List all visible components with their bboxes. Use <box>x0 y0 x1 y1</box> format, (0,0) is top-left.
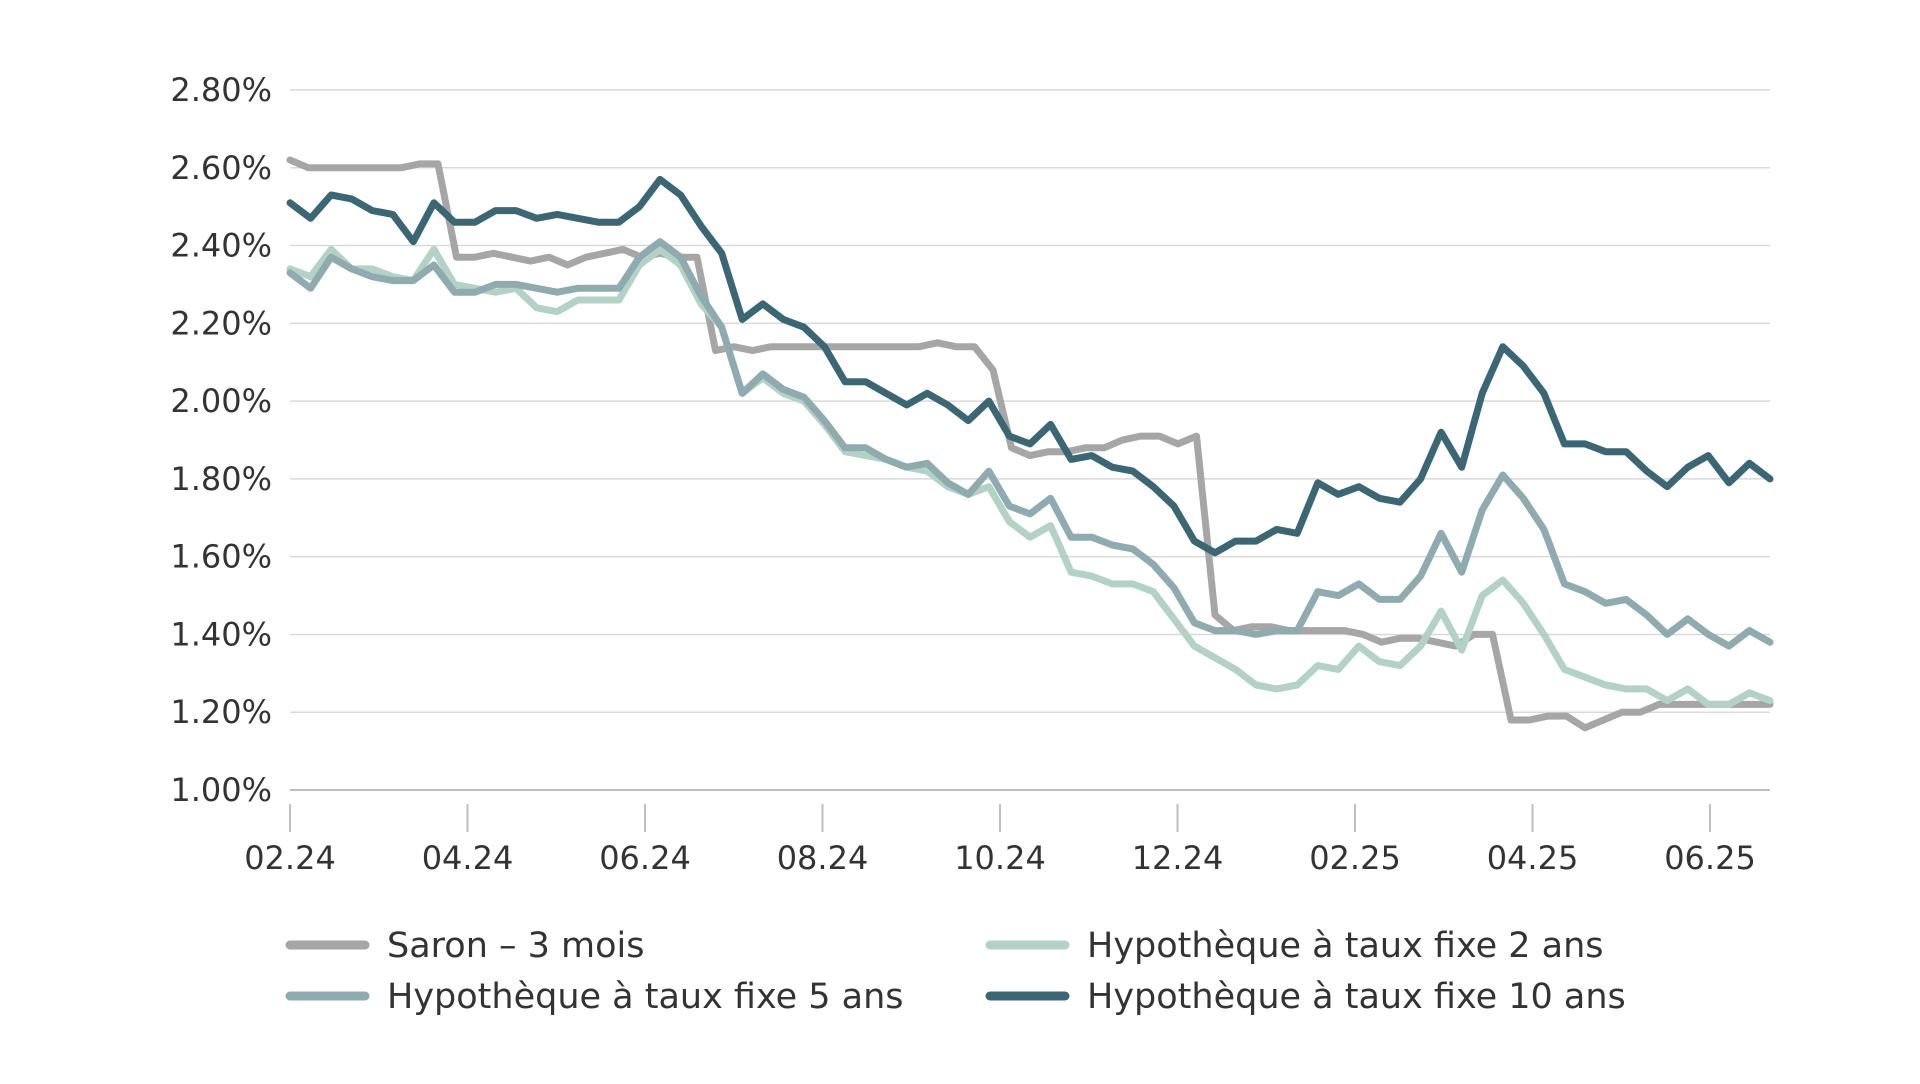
y-tick-label: 2.80% <box>170 71 272 109</box>
y-tick-label: 2.20% <box>170 304 272 342</box>
legend-label-1: Hypothèque à taux fixe 2 ans <box>1087 926 1604 966</box>
y-tick-label: 2.60% <box>170 149 272 187</box>
y-tick-label: 1.80% <box>170 460 272 498</box>
y-tick-label: 1.40% <box>170 615 272 653</box>
series-line-0 <box>286 156 1774 732</box>
series-lines <box>286 156 1774 732</box>
y-tick-label: 1.20% <box>170 693 272 731</box>
legend-label-3: Hypothèque à taux fixe 10 ans <box>1087 977 1626 1017</box>
y-tick-label: 2.40% <box>170 227 272 265</box>
x-axis: 02.24 04.24 06.24 08.24 10.24 12.24 02.25 04.25… <box>244 804 1756 877</box>
x-tick-label: 12.24 <box>1132 839 1224 877</box>
series-line-1 <box>286 245 1774 708</box>
legend-label-0: Saron – 3 mois <box>387 926 645 966</box>
x-tick-label: 10.24 <box>954 839 1046 877</box>
y-tick-label: 1.60% <box>170 538 272 576</box>
legend: Saron – 3 mois Hypothèque à taux fixe 2 a… <box>285 926 1626 1017</box>
x-tick-label: 08.24 <box>777 839 869 877</box>
x-tick-label: 06.25 <box>1664 839 1756 877</box>
y-tick-label: 2.00% <box>170 382 272 420</box>
y-tick-label: 1.00% <box>170 771 272 809</box>
x-tick-label: 06.24 <box>599 839 691 877</box>
x-tick-label: 04.25 <box>1487 839 1579 877</box>
series-line-3 <box>286 175 1774 557</box>
x-tick-label: 02.24 <box>244 839 336 877</box>
gridlines <box>290 89 1770 791</box>
legend-label-2: Hypothèque à taux fixe 5 ans <box>387 977 904 1017</box>
x-tick-label: 02.25 <box>1309 839 1401 877</box>
series-line-2 <box>286 238 1774 650</box>
x-tick-label: 04.24 <box>422 839 514 877</box>
y-axis: 1.00% 1.20% 1.40% 1.60% 1.80% 2.00% 2.20% 2.40%… <box>170 71 272 809</box>
